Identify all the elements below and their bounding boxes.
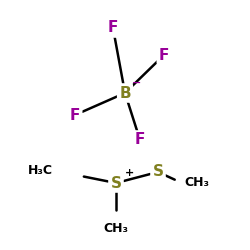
Text: F: F	[70, 108, 80, 122]
Text: CH₃: CH₃	[184, 176, 210, 190]
Text: H₃C: H₃C	[28, 164, 52, 176]
Text: F: F	[135, 132, 145, 148]
Text: +: +	[126, 168, 134, 178]
Text: S: S	[110, 176, 122, 190]
Text: CH₃: CH₃	[104, 222, 128, 234]
Text: F: F	[159, 48, 169, 62]
Text: S: S	[152, 164, 164, 180]
Text: B: B	[119, 86, 131, 100]
Text: −: −	[132, 78, 142, 88]
Text: F: F	[108, 20, 118, 36]
